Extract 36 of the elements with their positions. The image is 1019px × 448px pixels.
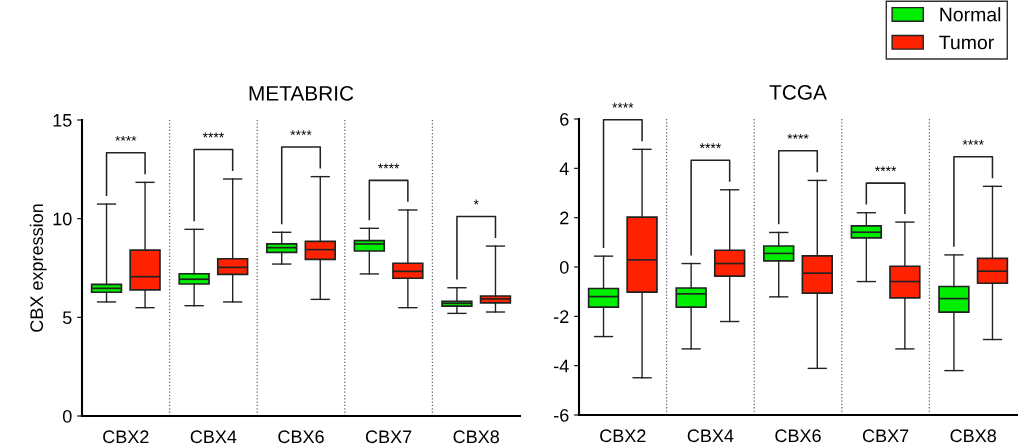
legend-label: Normal	[940, 7, 1001, 22]
y-axis-title: CBX expression	[29, 204, 47, 332]
y-tick-label: 10	[53, 212, 72, 226]
chart-title: TCGA	[769, 85, 827, 100]
x-tick-label: CBX6	[775, 429, 821, 443]
x-tick-label: CBX8	[453, 430, 499, 444]
y-tick-label: 0	[559, 260, 569, 274]
annotation: ****	[699, 143, 721, 149]
x-tick-label: CBX4	[190, 430, 237, 444]
y-tick-label: 4	[559, 162, 569, 175]
y-tick-label: 6	[560, 112, 569, 126]
annotation: ****	[115, 135, 137, 141]
y-tick-label: 2	[560, 211, 569, 225]
annotation: *	[473, 199, 479, 205]
x-tick-label: CBX2	[103, 430, 149, 444]
annotation: ****	[875, 166, 897, 172]
annotation: ****	[290, 130, 312, 136]
x-tick-label: CBX8	[950, 429, 996, 443]
text: ****	[612, 102, 634, 108]
chart-title: METABRIC	[249, 86, 354, 101]
annotation: ****	[202, 132, 224, 138]
x-tick-label: CBX2	[600, 429, 646, 443]
annotation: ****	[378, 163, 400, 169]
x-tick-label: CBX7	[365, 430, 412, 444]
x-tick-label: CBX4	[687, 429, 734, 443]
annotation: ****	[787, 133, 809, 139]
y-tick-label: 5	[62, 311, 72, 325]
y-tick-label: 0	[62, 409, 72, 423]
x-tick-label: CBX6	[278, 430, 324, 444]
y-tick-label: -2	[554, 310, 569, 323]
legend-label: Tumor	[939, 35, 994, 50]
annotation: ****	[962, 139, 984, 145]
y-tick-label: 15	[53, 114, 72, 127]
y-tick-label: -6	[554, 408, 569, 422]
y-tick-label: -4	[554, 359, 569, 373]
x-tick-label: CBX7	[862, 429, 909, 443]
